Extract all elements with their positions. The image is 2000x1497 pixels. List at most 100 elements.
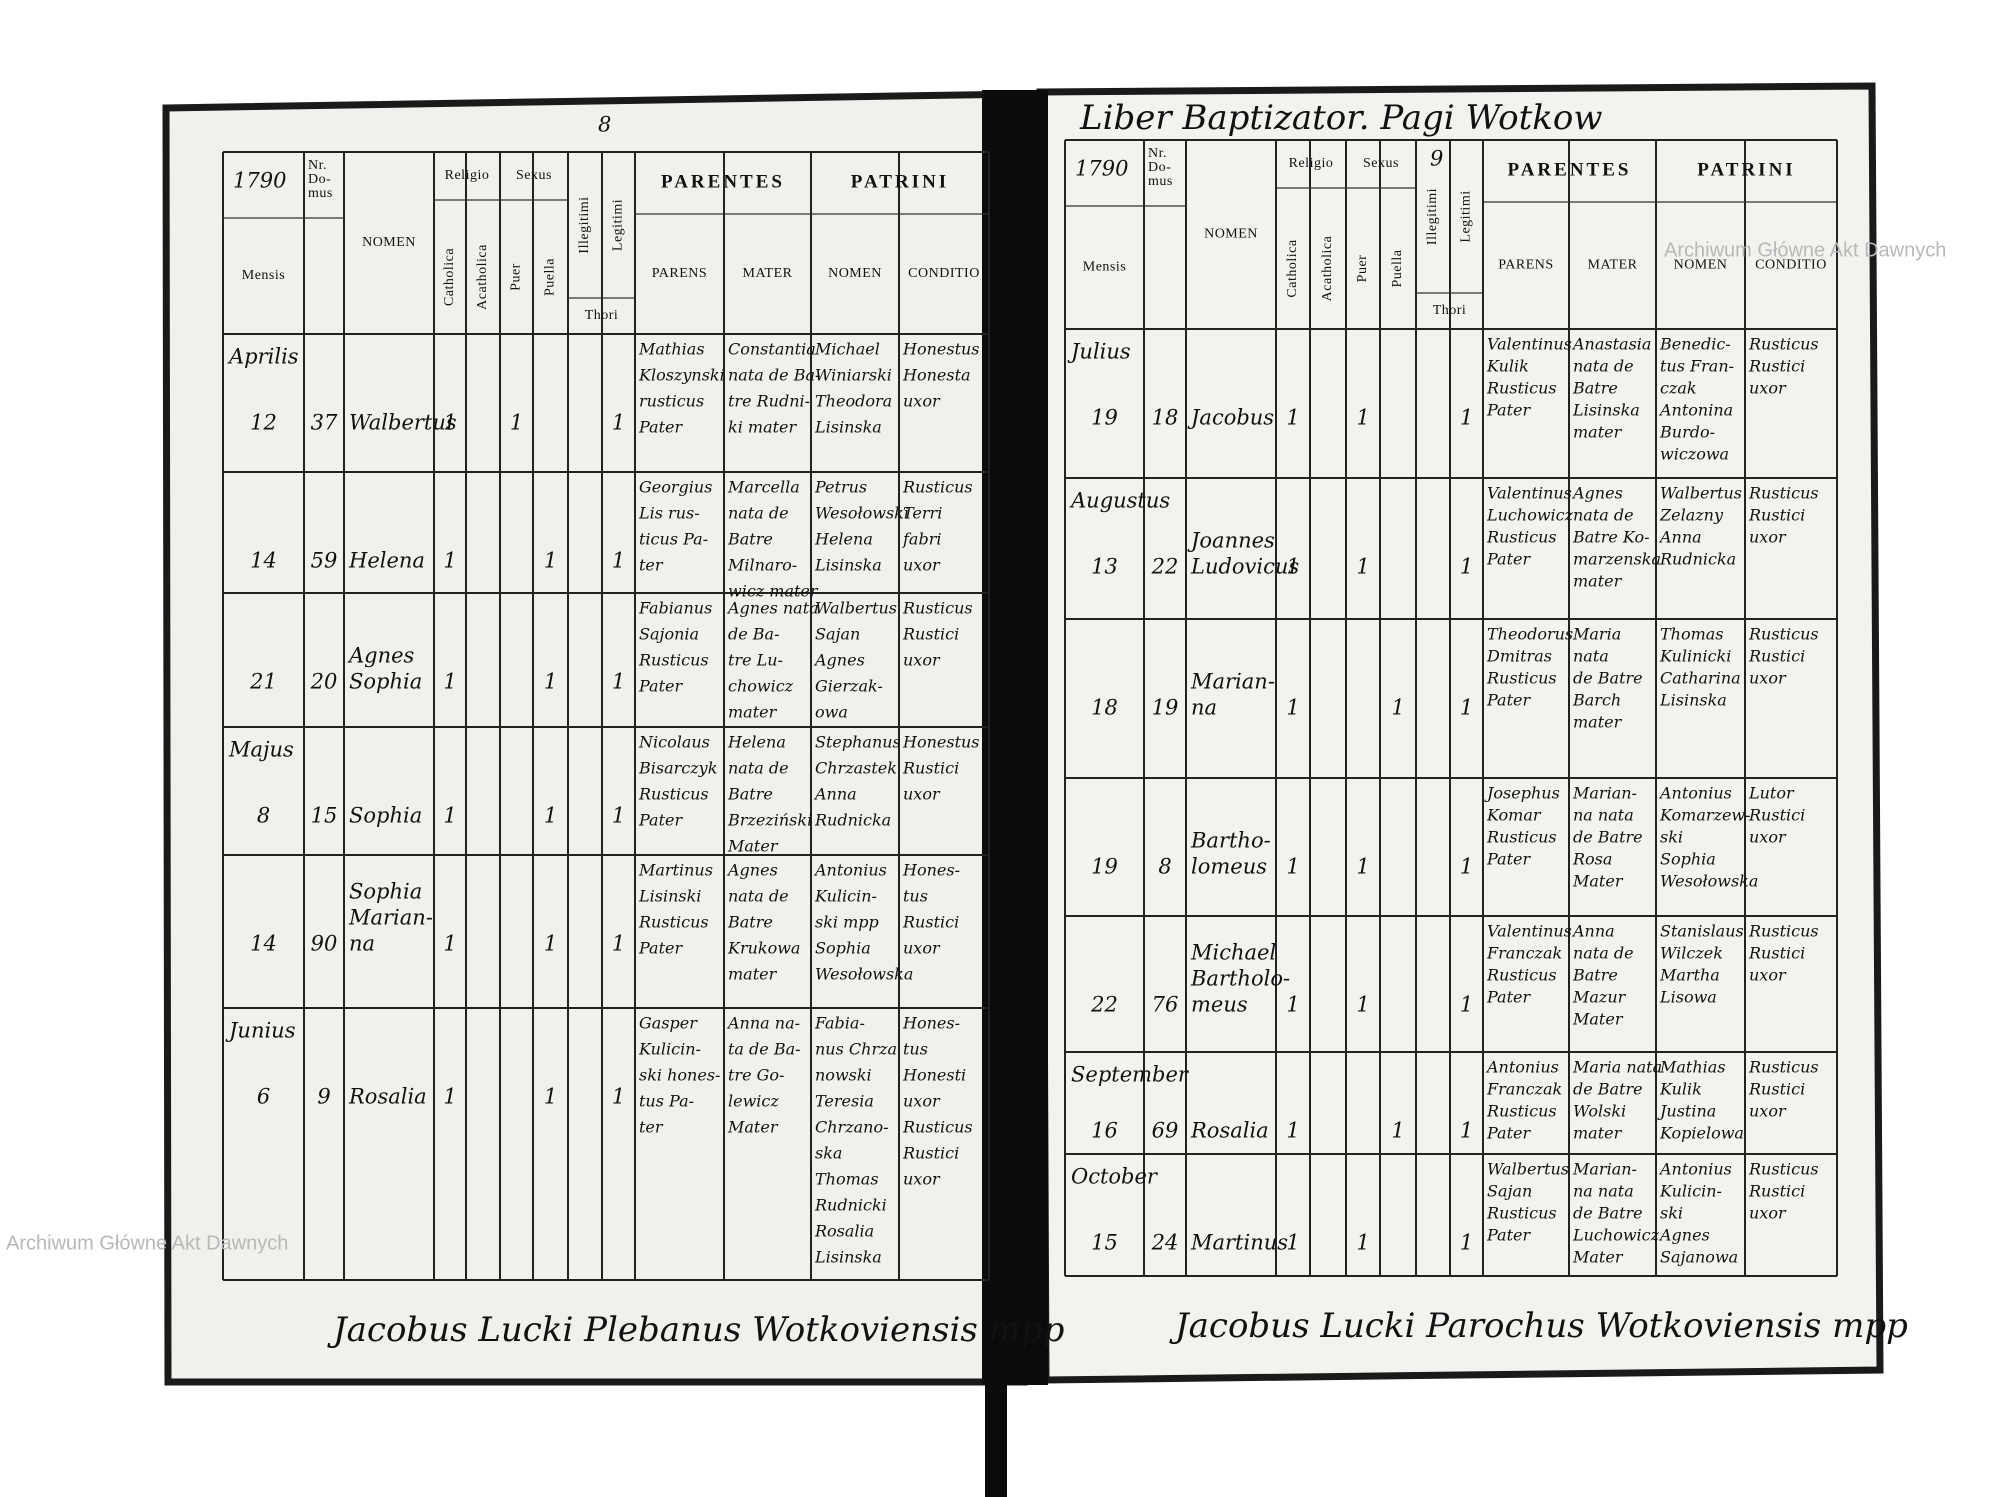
patrini-entry: Justina <box>1657 1102 1716 1121</box>
house-number: 90 <box>311 932 338 956</box>
mater-entry: Krukowa <box>727 939 800 958</box>
parens-entry: Pater <box>1486 401 1531 420</box>
mater-entry: Anna na- <box>726 1014 800 1033</box>
child-name: Ludovicus <box>1190 555 1299 579</box>
parens-entry: Gasper <box>639 1014 698 1033</box>
mater-entry: Constantia <box>728 340 816 359</box>
parens-entry: Kloszynski <box>638 366 725 385</box>
mater-entry: Batre <box>727 785 773 804</box>
patrini-entry: Anna <box>1658 528 1702 547</box>
mater-entry: Milnaro- <box>727 556 797 575</box>
mater-entry: Mater <box>727 837 779 856</box>
page-number: 9 <box>1430 147 1443 171</box>
legitimi-mark: 1 <box>612 411 625 435</box>
parens-entry: Josephus <box>1484 784 1560 803</box>
conditio-entry: Rustici <box>1748 357 1805 376</box>
nr-domus-header: Nr. <box>308 158 327 173</box>
catholica-header: Catholica <box>442 248 457 306</box>
puella-mark: 1 <box>1391 1119 1404 1143</box>
catholica-header: Catholica <box>1285 239 1300 297</box>
parentes-header: PARENTES <box>661 171 785 192</box>
mater-header: MATER <box>743 266 793 281</box>
patrini-entry: Benedic- <box>1659 335 1731 354</box>
parens-entry: Luchowicz <box>1486 506 1574 525</box>
day: 12 <box>250 411 277 435</box>
day: 19 <box>1091 406 1118 430</box>
patrini-entry: ski <box>1660 1204 1683 1223</box>
mater-entry: de Batre <box>1573 1080 1643 1099</box>
mater-entry: mater <box>1573 1124 1623 1143</box>
conditio-entry: uxor <box>1749 379 1787 398</box>
conditio-entry: uxor <box>1749 966 1787 985</box>
parens-entry: Rusticus <box>1486 1204 1557 1223</box>
month: Junius <box>225 1019 296 1043</box>
mater-entry: de Ba- <box>728 625 780 644</box>
puella-mark: 1 <box>544 1085 557 1109</box>
parens-entry: Pater <box>638 418 683 437</box>
year: 1790 <box>1075 157 1128 181</box>
parens-entry: Nicolaus <box>638 733 710 752</box>
parens-entry: Pater <box>638 677 683 696</box>
child-name: Joannes <box>1187 529 1275 553</box>
child-name: Rosalia <box>1190 1119 1269 1143</box>
parens-entry: rusticus <box>639 392 704 411</box>
nr-domus-header: mus <box>308 186 333 201</box>
child-name: Walbertus <box>349 411 457 435</box>
catholica-mark: 1 <box>1286 406 1299 430</box>
house-number: 24 <box>1151 1231 1179 1255</box>
parens-entry: Rusticus <box>638 651 709 670</box>
month: Julius <box>1067 340 1131 364</box>
mater-entry: na nata <box>1573 806 1634 825</box>
patrini-entry: owa <box>815 703 848 722</box>
patrini-entry: Thomas <box>1660 625 1724 644</box>
conditio-entry: uxor <box>1749 1102 1787 1121</box>
patrini-entry: Kulicin- <box>814 887 877 906</box>
parentes-header: PARENTES <box>1508 159 1632 180</box>
illegitimi-header: Illegitimi <box>577 196 592 253</box>
patrini-entry: nowski <box>815 1066 872 1085</box>
patrini-entry: Agnes <box>1658 1226 1710 1245</box>
parens-header: PARENS <box>652 266 707 281</box>
patrini-entry: Martha <box>1659 966 1720 985</box>
conditio-entry: fabri <box>902 530 941 549</box>
legitimi-mark: 1 <box>612 549 625 573</box>
puella-mark: 1 <box>544 670 557 694</box>
patrini-entry: wiczowa <box>1660 445 1729 464</box>
acatholica-header: Acatholica <box>1320 235 1335 301</box>
patrini-entry: Antonius <box>1658 1160 1732 1179</box>
mater-entry: mater <box>728 965 778 984</box>
parens-entry: Antonius <box>1485 1058 1559 1077</box>
parens-entry: ticus Pa- <box>639 530 708 549</box>
parens-entry: Dmitras <box>1486 647 1552 666</box>
year: 1790 <box>233 169 286 193</box>
day: 14 <box>250 549 277 573</box>
catholica-mark: 1 <box>443 1085 456 1109</box>
day: 13 <box>1091 555 1118 579</box>
house-number: 22 <box>1151 555 1179 579</box>
child-name: Marian- <box>348 906 433 930</box>
legitimi-mark: 1 <box>612 804 625 828</box>
mater-entry: nata de <box>728 887 789 906</box>
child-name: Jacobus <box>1187 406 1274 430</box>
conditio-entry: uxor <box>903 392 941 411</box>
puella-header: Puella <box>543 258 558 296</box>
patrini-entry: nus Chrza <box>815 1040 897 1059</box>
day: 8 <box>257 804 270 828</box>
conditio-entry: uxor <box>1749 528 1787 547</box>
puer-mark: 1 <box>1356 855 1369 879</box>
parens-entry: Pater <box>638 811 683 830</box>
child-name: Martinus <box>1190 1231 1288 1255</box>
parens-entry: Valentinus <box>1487 484 1572 503</box>
illegitimi-header: Illegitimi <box>1425 188 1440 245</box>
nomen-header: NOMEN <box>362 235 416 250</box>
thori-header: Thori <box>585 308 619 323</box>
child-name: Rosalia <box>348 1085 427 1109</box>
house-number: 19 <box>1152 696 1179 720</box>
mensis-header: Mensis <box>242 268 285 283</box>
conditio-entry: Terri <box>903 504 942 523</box>
nr-domus-header: Do- <box>308 172 331 187</box>
parens-entry: Lis rus- <box>638 504 700 523</box>
parens-entry: Franczak <box>1486 944 1562 963</box>
puella-mark: 1 <box>544 804 557 828</box>
patrini-entry: Walbertus <box>1660 484 1742 503</box>
